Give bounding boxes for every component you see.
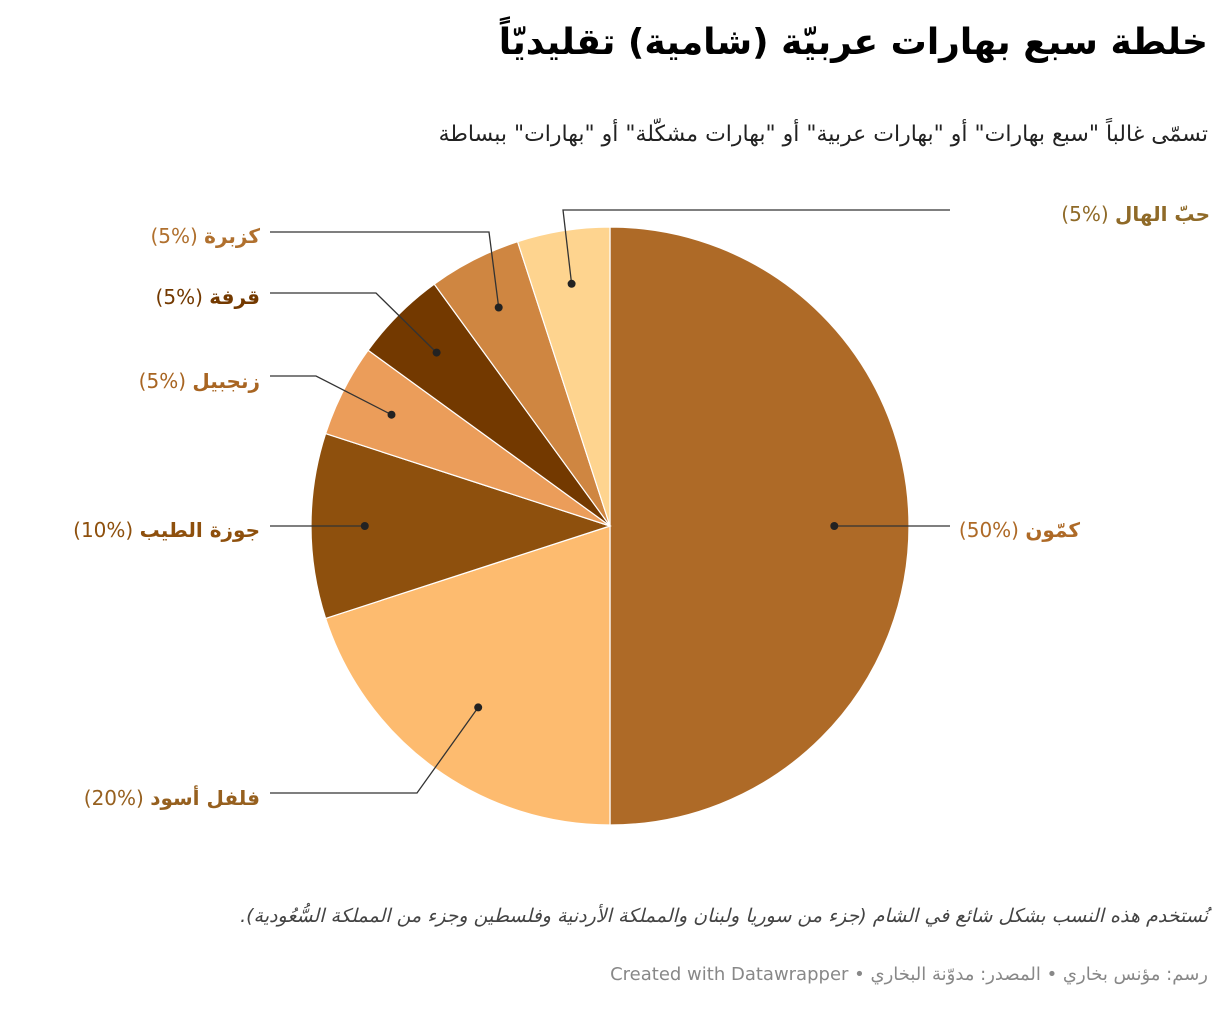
leader-dot-1 [474,703,483,712]
slice-label-6: حبّ الهال (%5) [1061,202,1210,226]
leader-dot-5 [494,303,503,312]
slice-label-0: كمّون (%50) [959,518,1080,542]
leader-line-4 [270,292,438,354]
slice-label-3: زنجبيل (%5) [139,369,260,393]
leader-line-5 [270,231,500,308]
slice-label-2: جوزة الطيب (%10) [73,518,260,542]
chart-subtitle: تسمّى غالباً "سبع بهارات" أو "بهارات عرب… [438,122,1208,147]
pie-slice-6 [516,226,611,527]
leader-line-6 [562,209,950,284]
leader-dot-2 [360,522,369,530]
chart-footer: رسم: مؤنس بخاري • المصدر: مدوّنة البخاري… [610,964,1208,985]
leader-dot-3 [387,410,396,419]
chart-note: نُستخدم هذه النسب بشكل شائع في الشام (جز… [240,905,1208,927]
slice-label-5: كزبرة (%5) [150,224,260,248]
leader-line-1 [270,707,479,794]
leader-line-3 [270,375,392,416]
slice-label-4: قرفة (%5) [156,285,260,309]
slice-label-1: فلفل أسود (%20) [84,784,260,810]
chart-title: خلطة سبع بهارات عربيّة (شامية) تقليديّاً [498,22,1208,63]
leader-dot-6 [567,279,576,288]
leader-dot-0 [830,522,839,530]
leader-dot-4 [432,348,441,357]
